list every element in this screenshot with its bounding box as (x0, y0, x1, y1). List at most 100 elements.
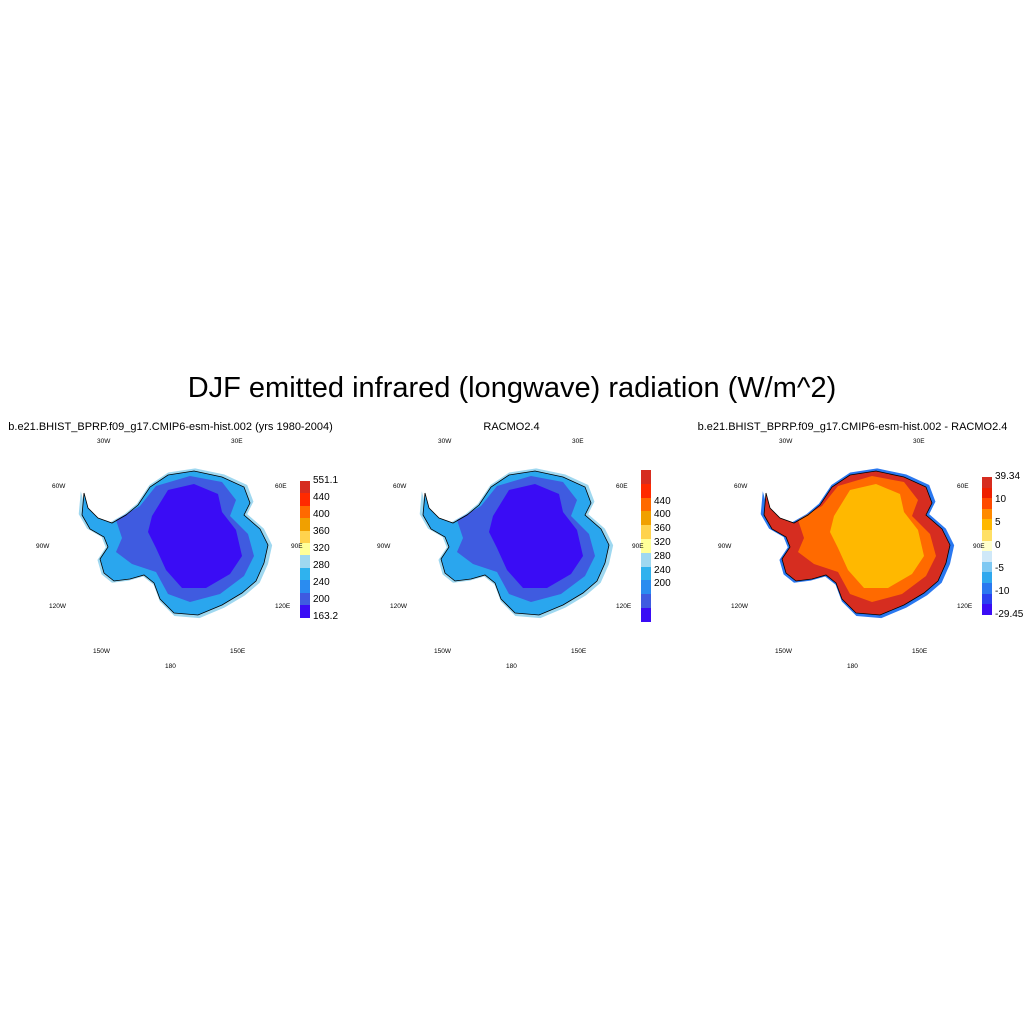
colorbar-segment (982, 604, 992, 616)
panel-title: b.e21.BHIST_BPRP.f09_g17.CMIP6-esm-hist.… (697, 421, 1008, 433)
longitude-label: 120E (275, 603, 291, 610)
longitude-label: 150W (93, 648, 110, 655)
colorbar-segment (300, 505, 310, 519)
longitude-label: 120W (390, 603, 407, 610)
colorbar-segment (641, 594, 651, 609)
longitude-label: 90W (377, 543, 391, 550)
colorbar-segment (300, 592, 310, 606)
longitude-label: 90E (291, 543, 303, 550)
colorbar-label: 280 (313, 560, 330, 572)
panel-title: b.e21.BHIST_BPRP.f09_g17.CMIP6-esm-hist.… (8, 421, 333, 433)
colorbar-segment (300, 518, 310, 532)
longitude-label: 60W (393, 483, 407, 490)
colorbar-segment (641, 566, 651, 581)
colorbar-segment (982, 572, 992, 584)
interior-field (489, 484, 583, 588)
longitude-label: 180 (506, 663, 517, 670)
colorbar-label: 0 (995, 539, 1001, 551)
colorbar-label: -10 (995, 585, 1010, 597)
colorbar-segment (641, 539, 651, 554)
colorbar-segment (641, 608, 651, 623)
colorbar-label: 200 (313, 594, 330, 606)
colorbar-label: 440 (313, 492, 330, 504)
longitude-label: 180 (847, 663, 858, 670)
map-panel-difference: b.e21.BHIST_BPRP.f09_g17.CMIP6-esm-hist.… (682, 415, 1024, 685)
longitude-label: 90E (632, 543, 644, 550)
longitude-label: 120W (49, 603, 66, 610)
colorbar-segment (982, 551, 992, 563)
colorbar-segment (300, 605, 310, 618)
colorbar-label: 551.1 (313, 475, 339, 486)
colorbar-label: 5 (995, 516, 1001, 528)
longitude-label: 150W (775, 648, 792, 655)
colorbar-segment (982, 519, 992, 531)
coastline (763, 470, 951, 616)
colorbar-label: 200 (654, 578, 671, 590)
colorbar-label: -5 (995, 562, 1004, 574)
longitude-label: 30W (438, 438, 452, 445)
colorbar-segment (300, 530, 310, 544)
colorbar-segment (641, 511, 651, 526)
colorbar-label: 240 (654, 564, 671, 576)
longitude-label: 30E (913, 438, 925, 445)
coastline (422, 470, 610, 616)
antarctica-map (419, 468, 614, 619)
colorbar-segment (300, 580, 310, 594)
colorbar-segment (982, 498, 992, 510)
colorbar-segment (641, 497, 651, 512)
interior-field (148, 484, 242, 588)
longitude-label: 120E (616, 603, 632, 610)
colorbar-label: 360 (654, 523, 671, 535)
colorbar-segment (300, 543, 310, 556)
longitude-label: 30W (97, 438, 111, 445)
colorbar-label: 360 (313, 526, 330, 538)
colorbar-segment (641, 580, 651, 595)
panel-title: RACMO2.4 (483, 421, 540, 433)
colorbar-segment (300, 555, 310, 569)
colorbar-segment (300, 481, 310, 494)
colorbar-label: 10 (995, 493, 1007, 505)
colorbar-segment (300, 567, 310, 581)
colorbar-label: 320 (654, 537, 671, 548)
colorbar-segment (982, 561, 992, 573)
colorbar-segment (641, 483, 651, 499)
colorbar-segment (982, 477, 992, 489)
colorbar-segment (641, 525, 651, 540)
colorbar-segment (982, 583, 992, 595)
colorbar-segment (982, 530, 992, 542)
map-panel-model: b.e21.BHIST_BPRP.f09_g17.CMIP6-esm-hist.… (0, 415, 341, 685)
longitude-label: 90W (718, 543, 732, 550)
colorbar-segment (300, 493, 310, 507)
longitude-label: 30W (779, 438, 793, 445)
longitude-label: 120E (957, 603, 973, 610)
longitude-label: 60W (52, 483, 66, 490)
colorbar-segment (982, 487, 992, 499)
longitude-label: 30E (231, 438, 243, 445)
colorbar-label: 39.34 (995, 471, 1021, 482)
colorbar-label: 400 (654, 509, 671, 521)
longitude-label: 60W (734, 483, 748, 490)
longitude-label: 150W (434, 648, 451, 655)
colorbar-segment (982, 508, 992, 520)
longitude-label: 150E (912, 648, 928, 655)
colorbar-segment (982, 540, 992, 552)
colorbar-label: 400 (313, 509, 330, 521)
figure-title: DJF emitted infrared (longwave) radiatio… (187, 372, 837, 404)
longitude-label: 180 (165, 663, 176, 670)
colorbar-label: 280 (654, 550, 671, 562)
map-panel-racmo: RACMO2.4 440 400 360 320 280 240 200 30W 30E 60W… (341, 415, 682, 685)
coastline (81, 470, 269, 616)
antarctica-map (78, 468, 273, 619)
colorbar-label: 320 (313, 543, 330, 555)
colorbar-segment (982, 593, 992, 605)
interior-field (830, 484, 924, 588)
colorbar-label: 163.2 (313, 611, 339, 623)
colorbar-segment (641, 470, 651, 485)
longitude-label: 60E (275, 483, 287, 490)
colorbar-label: 440 (654, 495, 671, 507)
colorbar-label: 240 (313, 577, 330, 589)
longitude-label: 90E (973, 543, 985, 550)
longitude-label: 150E (571, 648, 587, 655)
colorbar-segment (641, 552, 651, 568)
longitude-label: 90W (36, 543, 50, 550)
